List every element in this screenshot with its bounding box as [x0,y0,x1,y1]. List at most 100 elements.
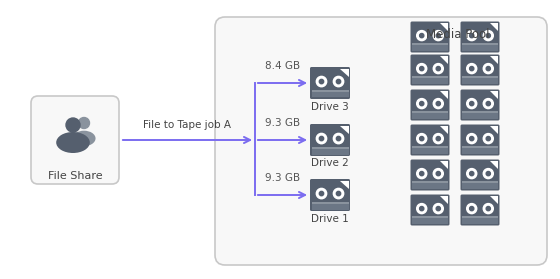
Bar [462,148,498,154]
Bar [462,181,498,183]
Circle shape [436,66,440,71]
Text: 9.3 GB: 9.3 GB [265,118,300,128]
FancyBboxPatch shape [410,90,450,121]
Circle shape [337,191,340,196]
Circle shape [466,204,477,214]
Circle shape [470,66,474,71]
Circle shape [319,191,324,196]
Text: 8.4 GB: 8.4 GB [265,61,300,71]
Bar [412,183,448,189]
Circle shape [470,102,474,106]
Ellipse shape [56,132,90,153]
Circle shape [486,136,491,141]
Circle shape [417,134,427,144]
Circle shape [417,64,427,74]
Circle shape [433,169,444,179]
Bar [462,45,498,51]
Circle shape [433,31,444,41]
Circle shape [333,76,344,87]
Circle shape [319,136,324,141]
Bar [311,147,348,149]
Polygon shape [440,56,448,64]
Circle shape [316,188,326,199]
Bar [311,90,348,92]
Polygon shape [489,91,498,99]
Polygon shape [340,181,348,189]
Polygon shape [440,126,448,134]
Circle shape [419,33,424,38]
Polygon shape [489,23,498,32]
FancyBboxPatch shape [460,124,500,155]
Circle shape [483,31,493,41]
Circle shape [333,133,344,144]
Circle shape [433,98,444,109]
Polygon shape [340,126,348,134]
Bar [311,202,348,204]
Bar [462,76,498,78]
Polygon shape [489,56,498,64]
Circle shape [483,134,493,144]
Circle shape [466,98,477,109]
Bar [311,204,348,210]
Circle shape [470,206,474,211]
FancyBboxPatch shape [410,124,450,155]
Circle shape [483,169,493,179]
Bar [412,44,448,45]
Circle shape [316,133,326,144]
Circle shape [470,172,474,176]
Bar [412,218,448,224]
Circle shape [316,76,326,87]
Bar [412,78,448,84]
Circle shape [419,206,424,211]
Text: 9.3 GB: 9.3 GB [265,173,300,183]
Circle shape [486,206,491,211]
Bar [462,111,498,113]
Bar [412,217,448,218]
Circle shape [436,102,440,106]
FancyBboxPatch shape [410,21,450,52]
Text: File to Tape job A: File to Tape job A [143,120,231,130]
Bar [462,113,498,119]
Circle shape [433,64,444,74]
FancyBboxPatch shape [460,54,500,85]
FancyBboxPatch shape [410,160,450,191]
Polygon shape [489,196,498,205]
Bar [412,76,448,78]
Circle shape [470,136,474,141]
Circle shape [337,79,340,84]
FancyBboxPatch shape [460,160,500,191]
Circle shape [436,33,440,38]
Circle shape [486,66,491,71]
Circle shape [466,169,477,179]
Bar [412,111,448,113]
Circle shape [486,102,491,106]
FancyBboxPatch shape [310,124,350,156]
Bar [412,148,448,154]
Polygon shape [489,126,498,134]
Text: Drive 3: Drive 3 [311,102,349,112]
FancyBboxPatch shape [310,179,350,211]
Circle shape [483,204,493,214]
Polygon shape [489,161,498,169]
FancyBboxPatch shape [310,67,350,99]
Circle shape [417,31,427,41]
Circle shape [436,206,440,211]
FancyBboxPatch shape [460,194,500,225]
Circle shape [319,79,324,84]
Circle shape [466,134,477,144]
Bar [412,146,448,148]
Bar [462,218,498,224]
Circle shape [433,204,444,214]
Bar [462,183,498,189]
Circle shape [417,98,427,109]
Circle shape [419,102,424,106]
Ellipse shape [72,131,96,146]
Bar [462,217,498,218]
FancyBboxPatch shape [460,21,500,52]
Bar [462,78,498,84]
Polygon shape [340,69,348,77]
FancyBboxPatch shape [31,96,119,184]
FancyBboxPatch shape [410,54,450,85]
Text: Media Pool: Media Pool [426,28,489,42]
Circle shape [66,118,80,132]
